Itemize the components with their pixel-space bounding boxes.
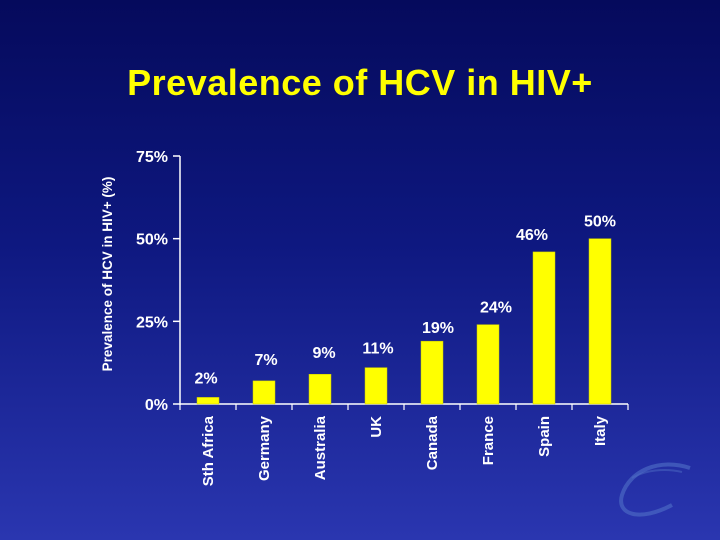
bar-value-label: 11%: [362, 341, 393, 358]
bar: [588, 238, 612, 405]
y-tick-label: 0%: [145, 397, 168, 414]
bar-value-label: 7%: [254, 352, 277, 369]
bar: [532, 251, 556, 405]
x-category-label: Canada: [424, 415, 441, 470]
y-tick-label: 25%: [136, 314, 168, 331]
x-category-label: France: [480, 416, 497, 465]
bar: [308, 373, 332, 405]
bar: [364, 367, 388, 405]
x-category-label: Australia: [312, 415, 329, 480]
bar-value-label: 24%: [480, 300, 512, 317]
bar: [196, 397, 220, 405]
x-category-label: Spain: [536, 416, 553, 457]
bar-value-label: 2%: [194, 370, 217, 387]
bar-value-label: 19%: [422, 320, 454, 337]
x-category-label: UK: [368, 416, 385, 438]
bar-value-label: 50%: [584, 214, 616, 231]
y-axis-title: Prevalence of HCV in HIV+ (%): [100, 177, 115, 372]
bar: [420, 340, 444, 405]
x-category-label: Sth Africa: [200, 415, 217, 486]
bar-value-label: 9%: [312, 345, 335, 362]
x-category-label: Germany: [256, 415, 273, 481]
bar: [476, 324, 500, 405]
x-category-label: Italy: [592, 415, 609, 446]
slide-title: Prevalence of HCV in HIV+: [127, 62, 593, 103]
y-tick-label: 50%: [136, 232, 168, 249]
y-tick-label: 75%: [136, 149, 168, 166]
bar: [252, 380, 276, 405]
bar-value-label: 46%: [516, 227, 548, 244]
